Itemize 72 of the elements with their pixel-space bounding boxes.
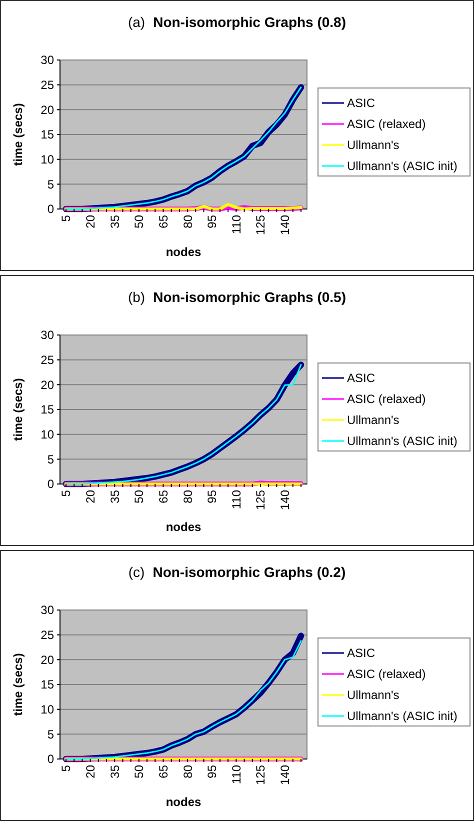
- x-tick-label: 35: [108, 490, 122, 504]
- legend-label: Ullmann's: [347, 413, 400, 428]
- x-axis-title: nodes: [166, 520, 202, 534]
- y-axis-title: time (secs): [11, 378, 25, 441]
- x-tick-label: 140: [278, 490, 292, 510]
- x-tick-label: 20: [84, 490, 98, 504]
- y-tick-label: 20: [40, 102, 54, 117]
- x-tick-label: 80: [180, 214, 195, 228]
- legend-label: Ullmann's (ASIC init): [347, 159, 458, 174]
- x-tick-label: 110: [229, 490, 244, 510]
- x-tick-label: 65: [156, 214, 170, 228]
- y-tick-label: 10: [40, 702, 54, 717]
- x-tick-label: 95: [205, 214, 220, 228]
- y-tick-label: 0: [47, 202, 54, 216]
- y-tick-label: 25: [40, 353, 54, 368]
- x-tick-label: 50: [132, 214, 146, 228]
- x-tick-label: 140: [278, 764, 292, 786]
- chart-title: (b) Non-isomorphic Graphs (0.5): [128, 289, 346, 305]
- legend-label: ASIC: [347, 371, 376, 386]
- x-tick-label: 110: [229, 764, 244, 784]
- y-tick-label: 10: [40, 152, 54, 167]
- y-tick-label: 5: [47, 452, 54, 466]
- legend-label: ASIC: [347, 96, 376, 110]
- x-tick-label: 35: [108, 764, 122, 778]
- x-tick-label: 95: [205, 764, 220, 778]
- legend-label: ASIC (relaxed): [347, 392, 426, 406]
- x-tick-label: 20: [84, 764, 98, 778]
- legend-label: Ullmann's: [347, 138, 400, 152]
- x-tick-label: 5: [59, 764, 74, 772]
- y-tick-label: 25: [40, 628, 54, 642]
- y-tick-label: 20: [40, 378, 54, 392]
- x-tick-label: 50: [132, 764, 146, 778]
- y-tick-label: 15: [40, 128, 54, 142]
- x-tick-label: 140: [278, 214, 292, 236]
- y-tick-label: 0: [47, 477, 54, 492]
- x-tick-label: 20: [84, 214, 98, 228]
- legend-label: Ullmann's (ASIC init): [347, 434, 458, 448]
- x-axis-title: nodes: [166, 795, 202, 809]
- legend-label: Ullmann's: [347, 688, 400, 702]
- y-tick-label: 10: [40, 428, 54, 442]
- y-tick-label: 30: [40, 603, 54, 618]
- x-tick-label: 65: [156, 490, 170, 504]
- legend-label: ASIC: [347, 646, 376, 660]
- x-tick-label: 110: [229, 214, 244, 234]
- x-tick-label: 125: [254, 490, 268, 510]
- legend-label: ASIC (relaxed): [347, 667, 426, 682]
- x-tick-label: 5: [59, 490, 74, 497]
- y-tick-label: 15: [40, 678, 54, 692]
- x-tick-label: 125: [254, 764, 268, 786]
- y-tick-label: 15: [40, 402, 54, 417]
- chart-title: (c) Non-isomorphic Graphs (0.2): [128, 564, 346, 580]
- x-axis-title: nodes: [166, 245, 202, 259]
- chart-title: (a) Non-isomorphic Graphs (0.8): [128, 14, 346, 30]
- y-tick-label: 25: [40, 78, 54, 92]
- y-axis-title: time (secs): [11, 653, 25, 716]
- x-tick-label: 5: [59, 214, 74, 222]
- y-tick-label: 30: [40, 328, 54, 342]
- y-tick-label: 5: [47, 727, 54, 742]
- y-axis-title: time (secs): [11, 103, 25, 166]
- y-tick-label: 0: [47, 752, 54, 766]
- y-tick-label: 30: [40, 53, 54, 68]
- y-tick-label: 20: [40, 652, 54, 667]
- x-tick-label: 50: [132, 490, 146, 504]
- x-tick-label: 65: [156, 764, 170, 778]
- x-tick-label: 80: [180, 764, 195, 778]
- legend-label: ASIC (relaxed): [347, 117, 426, 132]
- x-tick-label: 95: [205, 490, 220, 504]
- x-tick-label: 35: [108, 214, 122, 228]
- legend-label: Ullmann's (ASIC init): [347, 709, 458, 724]
- x-tick-label: 80: [180, 490, 195, 504]
- y-tick-label: 5: [47, 177, 54, 192]
- x-tick-label: 125: [254, 214, 268, 236]
